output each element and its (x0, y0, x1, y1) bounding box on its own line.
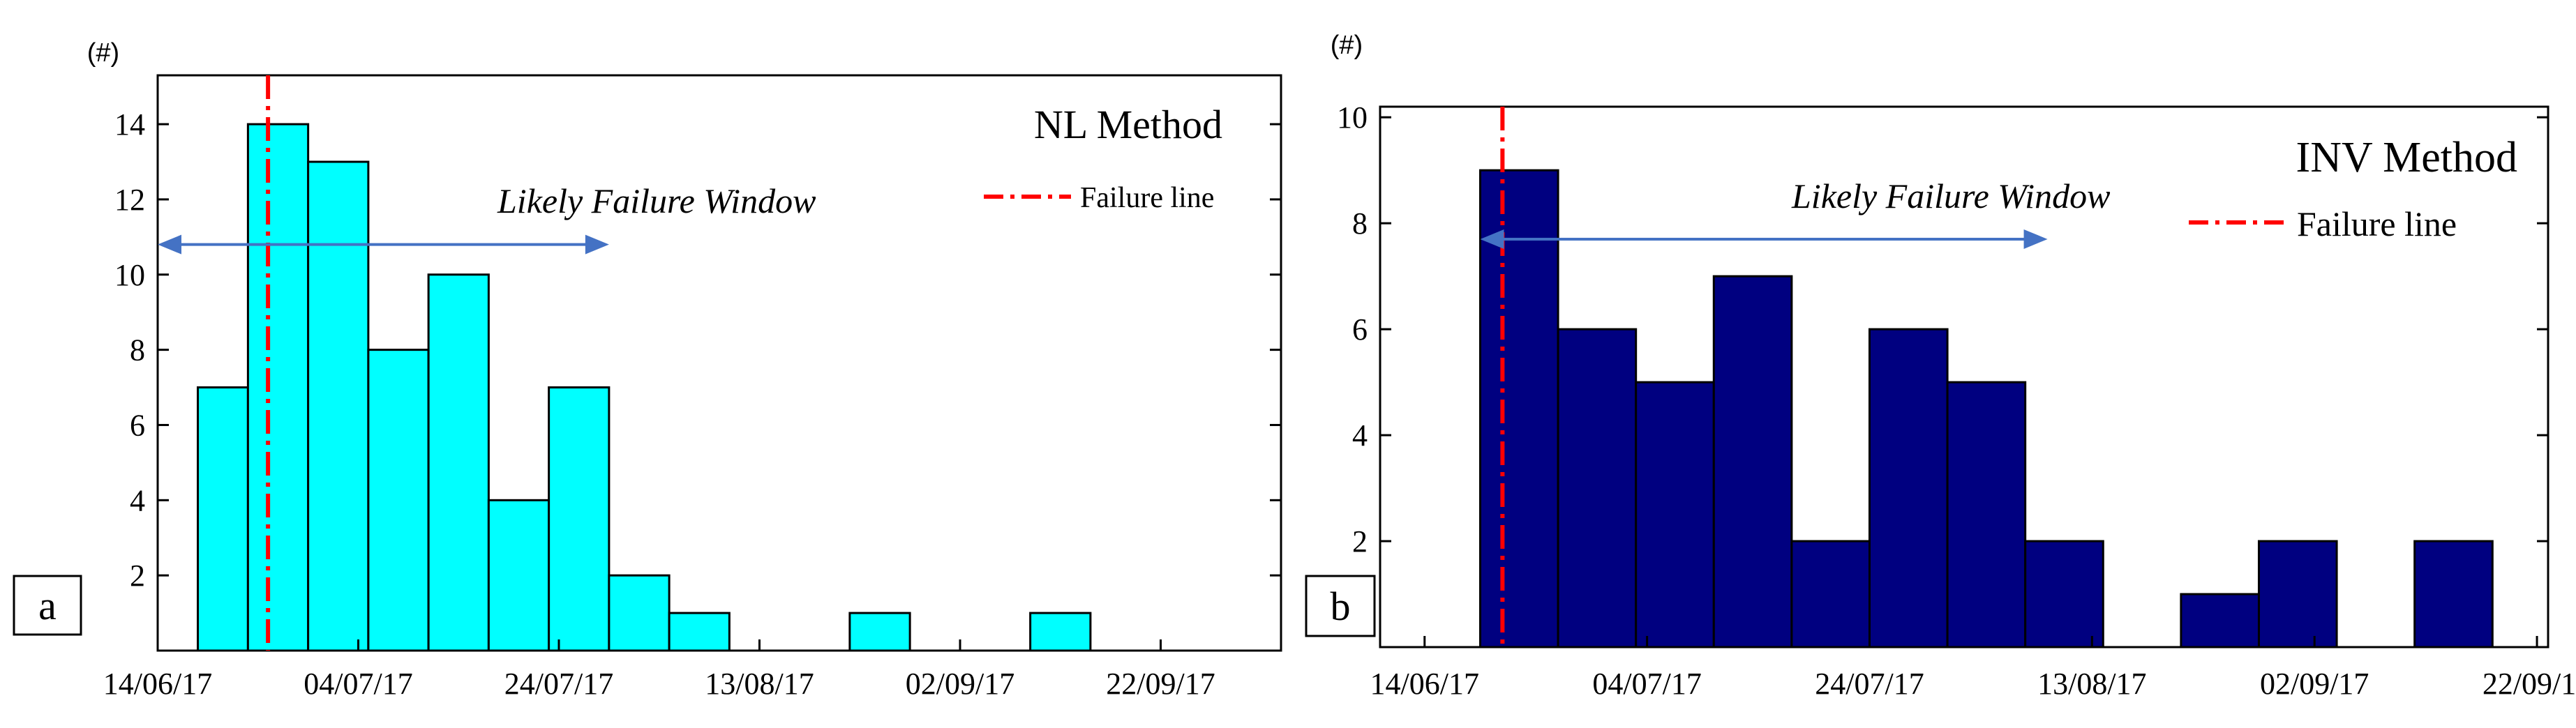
y-tick-label: 14 (114, 107, 145, 142)
x-tick-label: 22/09/17 (1106, 667, 1215, 701)
legend-failure-line-label: Failure line (2297, 204, 2457, 243)
x-tick-label: 02/09/17 (906, 667, 1014, 701)
histogram-bar (848, 612, 911, 652)
window-label: Likely Failure Window (1791, 176, 2110, 215)
x-tick-label: 04/07/17 (304, 667, 412, 701)
x-tick-label: 04/07/17 (1592, 667, 1701, 701)
histogram-bar (1712, 275, 1793, 649)
y-unit-label: (#) (87, 38, 119, 68)
histogram-bar (197, 386, 249, 652)
y-tick-label: 8 (130, 333, 145, 367)
y-tick-label: 10 (114, 258, 145, 292)
histogram-bar (487, 499, 551, 652)
histogram-bar (1946, 381, 2027, 649)
histogram-bar (668, 612, 731, 652)
y-tick-label: 4 (1352, 418, 1368, 453)
panel-label-box (13, 575, 82, 636)
axes-frame (156, 74, 1282, 652)
y-tick-label: 12 (114, 183, 145, 217)
x-tick-label: 22/09/17 (2483, 667, 2576, 701)
panel-label: a (38, 583, 57, 628)
x-tick-label: 24/07/17 (1815, 667, 1924, 701)
window-arrow-left-head (158, 234, 181, 255)
y-tick-label: 6 (130, 408, 145, 442)
y-tick-label: 2 (1352, 524, 1368, 559)
y-tick-label: 2 (130, 559, 145, 593)
histogram-bar (548, 386, 611, 652)
histogram-bar (1557, 328, 1638, 649)
histogram-bar (367, 349, 430, 652)
x-tick-label: 14/06/17 (1370, 667, 1479, 701)
histogram-bar (1478, 169, 1559, 649)
histogram-bar (1790, 540, 1871, 649)
histogram-bar (427, 273, 490, 652)
window-arrow-right-head (585, 234, 609, 255)
x-tick-label: 14/06/17 (103, 667, 212, 701)
y-tick-label: 6 (1352, 312, 1368, 347)
histogram-bar (1029, 612, 1092, 652)
histogram-bar (2180, 593, 2260, 649)
panel-label: b (1331, 584, 1351, 629)
histogram-bar (2024, 540, 2104, 649)
histogram-bar (307, 160, 370, 652)
y-unit-label: (#) (1331, 31, 1363, 60)
x-tick-label: 24/07/17 (504, 667, 613, 701)
histogram-bar (2413, 540, 2494, 649)
axes-frame (1379, 105, 2549, 649)
y-tick-label: 10 (1337, 100, 1368, 135)
chart-panel-a: 2 4 6 8 10 12 14 14/06/17 04/07/17 24/07/17 13/08/… (13, 38, 1282, 701)
x-tick-label: 13/08/17 (2037, 667, 2146, 701)
histogram-bar (1868, 328, 1949, 649)
panel-label-box (1305, 575, 1376, 637)
legend-failure-line-label: Failure line (1080, 182, 1214, 214)
method-label: NL Method (1034, 102, 1222, 147)
chart-panel-b: 2 4 6 8 10 14/06/17 04/07/17 24/07/17 13/08/17 02… (1305, 31, 2576, 701)
y-tick-label: 8 (1352, 206, 1368, 241)
method-label: INV Method (2296, 134, 2517, 181)
histogram-bar (2257, 540, 2338, 649)
y-tick-label: 4 (130, 483, 145, 517)
histogram-bar (608, 574, 671, 652)
window-arrow-left-head (1480, 229, 1504, 249)
window-arrow-right-head (2023, 229, 2048, 249)
histogram-bar (1635, 381, 1715, 649)
histogram-bar (246, 123, 310, 652)
window-label: Likely Failure Window (497, 181, 816, 220)
x-tick-label: 02/09/17 (2260, 667, 2369, 701)
x-tick-label: 13/08/17 (705, 667, 814, 701)
